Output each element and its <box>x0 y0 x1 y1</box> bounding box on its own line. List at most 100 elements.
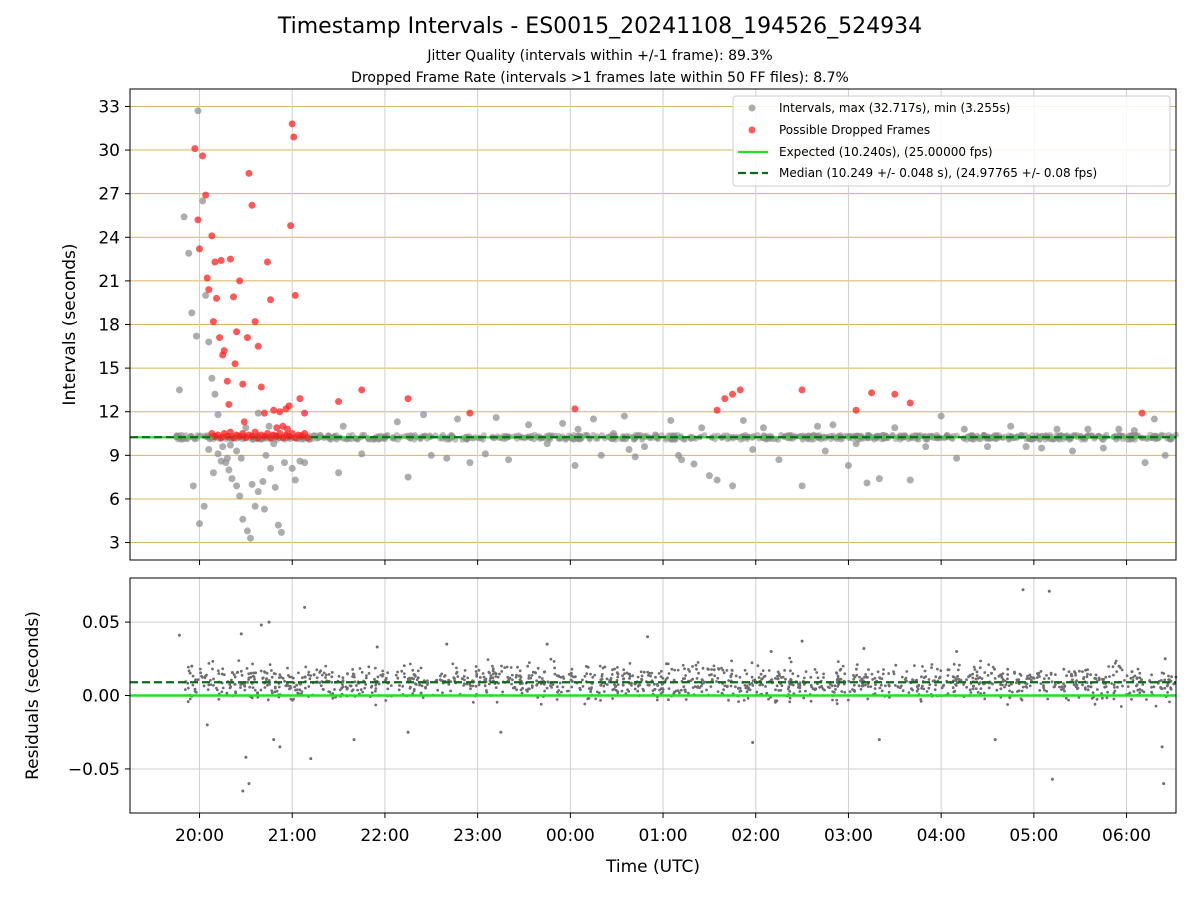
residual-point-cloud <box>1077 696 1081 699</box>
residual-point-cloud <box>251 686 255 689</box>
residual-point-cloud <box>374 703 378 707</box>
dropped-frame-point <box>713 406 721 414</box>
dropped-frame-point <box>233 328 241 336</box>
residual-point-cloud <box>616 675 620 679</box>
residual-point-cloud <box>469 684 472 688</box>
dropped-frame-point <box>287 222 295 230</box>
residual-point-cloud <box>484 677 488 681</box>
residual-point-cloud <box>971 672 974 676</box>
residual-point-cloud <box>318 681 322 685</box>
residual-point-cloud <box>869 685 873 688</box>
residual-point-cloud <box>746 687 750 691</box>
dropped-frame-point <box>230 293 238 301</box>
dropped-frame-point <box>276 408 284 416</box>
residual-point-cloud <box>421 696 425 699</box>
residual-point-cloud <box>266 683 269 687</box>
residual-point-cloud <box>687 691 690 695</box>
residual-point-cloud <box>999 687 1003 691</box>
residual-point-cloud <box>621 683 625 687</box>
residual-point-cloud <box>717 667 721 671</box>
residual-point-cloud <box>520 691 524 695</box>
residual-point-cloud <box>892 672 896 676</box>
residual-point-cloud <box>477 683 481 687</box>
residual-point-cloud <box>259 669 263 673</box>
residual-point-cloud <box>853 675 857 679</box>
residual-point-cloud <box>878 676 882 680</box>
residual-point-cloud <box>231 671 234 675</box>
residual-point-cloud <box>1085 675 1089 679</box>
x-tick-label: 05:00 <box>1009 826 1058 846</box>
residual-point-cloud <box>333 688 336 691</box>
x-tick-label: 06:00 <box>1102 826 1151 846</box>
residual-point-cloud <box>655 682 659 686</box>
residual-point-cloud <box>852 683 856 687</box>
residual-point-cloud <box>408 676 411 680</box>
dropped-frame-point <box>196 245 204 253</box>
residual-point-cloud <box>1028 684 1032 688</box>
residuals-plot-frame <box>129 577 1177 814</box>
residual-point-cloud <box>411 692 415 695</box>
interval-point <box>729 482 737 490</box>
interval-point <box>248 480 256 488</box>
residual-point-cloud <box>1049 671 1053 675</box>
residual-point-cloud <box>560 690 563 694</box>
residual-point-cloud <box>570 685 574 689</box>
interval-point <box>242 424 250 432</box>
residual-point-cloud <box>882 668 885 671</box>
residual-point-cloud <box>788 656 792 660</box>
residual-point-cloud <box>859 679 863 683</box>
residual-point-cloud <box>983 671 987 674</box>
residual-point-cloud <box>319 684 323 688</box>
interval-point <box>829 421 837 429</box>
residual-point-cloud <box>874 683 877 686</box>
residual-point-cloud <box>705 688 708 692</box>
residual-point-cloud <box>288 687 291 691</box>
residual-point-cloud <box>1138 691 1142 695</box>
residual-point-cloud <box>303 675 307 679</box>
residual-point-cloud <box>1001 683 1004 687</box>
residual-point-cloud <box>1138 676 1142 680</box>
residual-point-cloud <box>627 672 630 676</box>
residual-point-cloud <box>925 690 929 693</box>
residual-point-cloud <box>494 672 498 676</box>
interval-point <box>205 446 213 454</box>
residual-point-cloud <box>341 683 344 686</box>
dropped-frame-point <box>296 395 304 403</box>
residual-point-cloud <box>832 691 836 694</box>
residual-point <box>1163 657 1167 661</box>
dropped-frame-point <box>721 395 729 403</box>
residual-point-cloud <box>474 684 478 688</box>
residual-point-cloud <box>416 669 420 673</box>
interval-point <box>814 422 822 430</box>
residual-point-cloud <box>1045 689 1048 693</box>
residual-point-cloud <box>1152 685 1156 689</box>
residual-point-cloud <box>376 675 380 679</box>
residual-point-cloud <box>477 668 481 672</box>
residual-point-cloud <box>389 684 393 687</box>
residual-point-cloud <box>494 686 498 689</box>
residual-point-cloud <box>761 669 765 672</box>
residual-point-cloud <box>211 667 214 671</box>
residual-point-cloud <box>412 688 416 691</box>
interval-point <box>1022 443 1030 451</box>
residual-point-cloud <box>1150 673 1153 677</box>
residual-point-cloud <box>267 679 271 682</box>
residual-point <box>877 738 881 742</box>
residual-point-cloud <box>331 696 335 700</box>
residual-point-cloud <box>798 690 802 693</box>
residual-point-cloud <box>207 683 211 687</box>
interval-point <box>844 462 852 470</box>
residual-point-cloud <box>696 661 700 664</box>
residual-point-cloud <box>297 692 300 695</box>
residual-point-cloud <box>217 697 221 701</box>
residual-point-cloud <box>1113 686 1116 689</box>
residual-point-cloud <box>1159 686 1163 690</box>
residual-point-cloud <box>871 678 875 681</box>
interval-point <box>214 450 222 458</box>
residual-point-cloud <box>751 684 755 687</box>
interval-point <box>625 446 633 454</box>
residual-point-cloud <box>337 674 341 678</box>
residual-point-cloud <box>1026 674 1029 678</box>
residual-point-cloud <box>374 666 377 670</box>
residual-point-cloud <box>426 679 429 683</box>
